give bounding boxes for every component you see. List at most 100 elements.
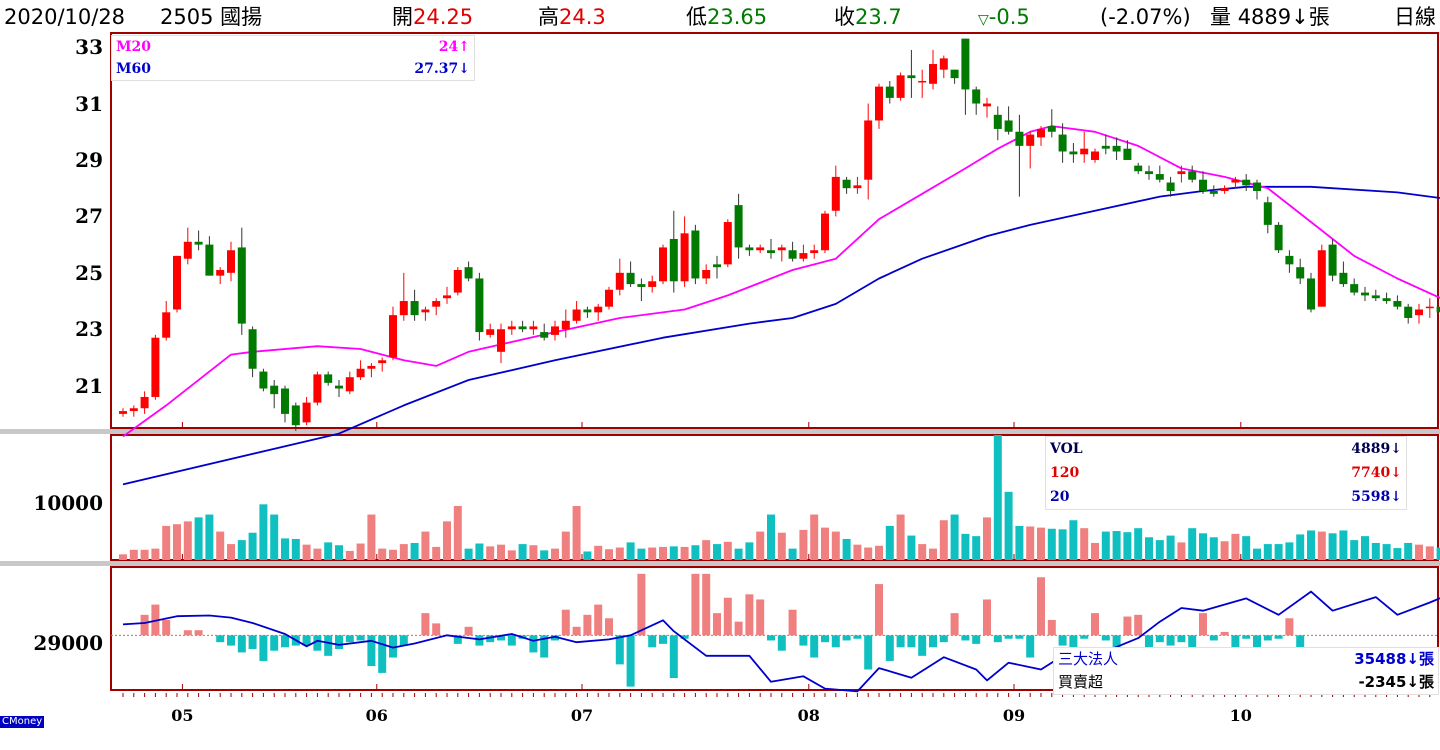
- net-bar: [1026, 635, 1035, 658]
- candle: [918, 69, 927, 98]
- net-bar: [983, 599, 991, 636]
- volume-bar: [1101, 531, 1110, 560]
- header-low: 低23.65: [686, 4, 767, 30]
- net-bar: [1123, 616, 1132, 636]
- volume-bar: [734, 548, 743, 560]
- candle-body: [1382, 298, 1391, 302]
- candle: [885, 80, 894, 104]
- candle-body: [151, 337, 160, 397]
- close-label: 收: [834, 5, 855, 29]
- net-bar: [896, 635, 905, 648]
- candle: [680, 216, 689, 287]
- volume-bar: [605, 549, 613, 560]
- volume-bar: [497, 544, 505, 560]
- net-bar: [864, 635, 873, 670]
- candle: [615, 258, 624, 296]
- volume-value: 4889↓張: [1237, 5, 1330, 29]
- candle: [313, 371, 322, 406]
- price-tick-label: 31: [75, 91, 103, 116]
- volume-bar: [1058, 529, 1067, 560]
- candle: [972, 86, 981, 115]
- volume-bar: [1199, 533, 1207, 560]
- net-bar: [432, 623, 441, 636]
- price-tick-label: 29: [75, 147, 103, 172]
- candle: [1415, 303, 1423, 324]
- volume-bar: [983, 517, 991, 560]
- candle-body: [1361, 292, 1369, 296]
- volume-bar: [421, 531, 430, 560]
- candle: [205, 236, 214, 276]
- volume-bar: [475, 543, 484, 560]
- candle: [432, 298, 441, 316]
- volume-bar: [367, 514, 376, 560]
- volume-bar: [1436, 547, 1440, 560]
- volume-bar: [432, 546, 441, 560]
- volume-bar: [896, 514, 905, 560]
- ma20-layer: [122, 125, 1440, 438]
- candle-body: [777, 247, 786, 251]
- candle-body: [194, 241, 203, 245]
- candle: [302, 396, 311, 426]
- net-bar: [680, 635, 689, 639]
- net-bar: [1112, 635, 1121, 655]
- candle-body: [421, 309, 430, 313]
- legend-ma20-label: M20: [116, 39, 151, 55]
- candle-body: [453, 270, 462, 293]
- volume-bar: [1317, 531, 1326, 560]
- candle: [1339, 261, 1348, 287]
- candle-body: [551, 326, 559, 335]
- candle-body: [529, 326, 538, 330]
- candle: [1145, 165, 1153, 180]
- volume-bar: [540, 550, 549, 560]
- candle-body: [885, 86, 894, 98]
- candle-body: [1307, 278, 1315, 310]
- x-tick-label-08: 08: [797, 706, 820, 725]
- volume-bar: [864, 547, 873, 560]
- price-legend: M20 24↑ M60 27.37↓: [111, 35, 475, 81]
- candle-body: [1339, 272, 1348, 285]
- candle: [486, 323, 495, 338]
- candle-body: [1436, 306, 1440, 313]
- candle: [1177, 165, 1186, 183]
- net-bar: [799, 635, 808, 646]
- net-bar: [767, 635, 775, 641]
- change-value: -0.5: [988, 5, 1030, 29]
- net-bar: [248, 635, 257, 649]
- candle-body: [1253, 182, 1261, 191]
- volume-bar: [1069, 520, 1078, 560]
- candle: [1047, 109, 1056, 138]
- candle-body: [1047, 126, 1056, 132]
- candle-body: [853, 185, 862, 189]
- candle: [767, 238, 775, 259]
- volume-bar: [1328, 533, 1337, 560]
- candle: [421, 306, 430, 321]
- net-bar: [605, 618, 613, 636]
- candle: [540, 323, 549, 341]
- candle-body: [464, 267, 473, 279]
- net-bar: [1145, 635, 1153, 655]
- candle-body: [1199, 179, 1207, 191]
- volume-bar: [842, 538, 851, 560]
- candle: [248, 326, 257, 378]
- net-bar: [1274, 635, 1283, 639]
- volume-bar: [723, 541, 732, 560]
- volume-bar: [950, 514, 959, 560]
- net-bar: [367, 635, 376, 667]
- candle: [173, 255, 181, 313]
- net-bar: [756, 599, 765, 636]
- volume-bar: [1155, 540, 1164, 560]
- candle: [831, 165, 840, 217]
- volume-bar: [281, 538, 289, 560]
- volume-bar: [1415, 544, 1423, 560]
- volume-bar: [151, 548, 160, 560]
- candle: [1317, 244, 1326, 307]
- legend-vol20: 20 5598↓: [1046, 485, 1406, 509]
- volume-bar: [1026, 526, 1035, 560]
- net-bar: [1166, 635, 1175, 646]
- candle-body: [896, 75, 905, 98]
- volume-bar: [691, 545, 700, 560]
- net-bar: [1253, 635, 1261, 653]
- net-bar: [1155, 635, 1164, 643]
- net-bar: [972, 635, 981, 644]
- volume-bar: [140, 549, 149, 560]
